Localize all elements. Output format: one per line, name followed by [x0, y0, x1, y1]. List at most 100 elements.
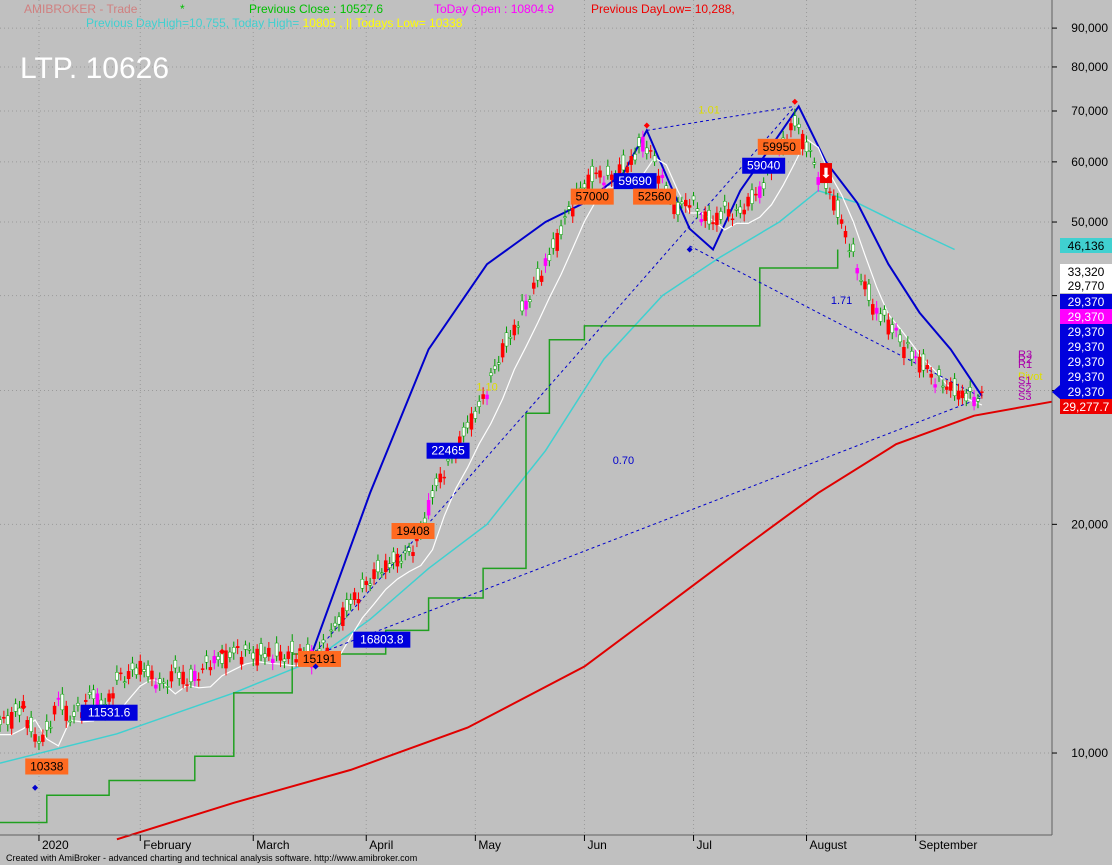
candle-body	[726, 209, 731, 217]
candle-body	[882, 309, 887, 316]
pivot-level-label: S2	[1018, 383, 1031, 395]
candle-body	[629, 156, 633, 165]
candle-body	[177, 672, 181, 679]
candle-body	[913, 356, 918, 358]
price-tag-box	[25, 758, 69, 775]
candle-body	[551, 238, 556, 249]
candle-body	[134, 667, 139, 675]
candle-body	[64, 705, 68, 721]
pivot-level-label: R2	[1018, 354, 1032, 366]
y-tick-label: 50,000	[1071, 215, 1108, 229]
candle-body	[9, 711, 14, 729]
candle-body	[543, 258, 548, 266]
candle-body	[204, 655, 209, 663]
price-tag-box	[353, 631, 411, 648]
candle-body	[37, 741, 41, 744]
axis-value-tag	[1060, 354, 1112, 369]
candle-body	[687, 205, 692, 208]
candle-body	[960, 390, 965, 399]
candle-body	[286, 651, 291, 659]
candle-body	[270, 658, 275, 664]
candle-body	[859, 280, 863, 282]
axis-value-tag	[1060, 278, 1112, 293]
candle-body	[154, 684, 158, 689]
candle-body	[181, 671, 185, 685]
candle-body	[41, 734, 45, 742]
candle-body	[535, 268, 540, 281]
candle-body	[804, 141, 809, 152]
pivot-diamond	[791, 98, 798, 105]
candle-body	[917, 356, 922, 373]
candle-body	[948, 382, 953, 391]
candle-body	[321, 639, 326, 644]
candle-body	[707, 210, 711, 225]
candle-body	[761, 182, 766, 190]
candle-body	[730, 218, 735, 221]
candle-body	[929, 373, 933, 378]
candle-body	[898, 334, 902, 343]
candle-body	[722, 200, 727, 207]
candle-body	[547, 254, 552, 261]
candle-body	[52, 705, 57, 715]
today-low-text: , || Todays Low= 10338	[336, 16, 463, 30]
ltp-display: LTP. 10626	[20, 52, 169, 85]
candle-body	[185, 684, 189, 686]
candle-body	[142, 669, 146, 672]
candle-body	[263, 653, 267, 659]
candle-body	[146, 665, 150, 677]
series-pattern_arc	[310, 104, 983, 655]
axis-value-tag	[1060, 384, 1112, 399]
candle-body	[169, 671, 174, 682]
candle-body	[921, 353, 926, 371]
candle-body	[734, 209, 739, 211]
axis-value-tag	[1060, 399, 1112, 414]
candle-body	[481, 394, 485, 399]
candle-body	[512, 324, 517, 336]
candle-body	[119, 672, 123, 675]
candle-body	[48, 726, 53, 729]
prev-day-high-text: Previous DayHigh=10,755, Today High=	[86, 16, 303, 30]
candle-body	[496, 362, 501, 365]
candle-body	[528, 299, 532, 302]
candle-body	[683, 199, 688, 207]
candle-body	[621, 154, 626, 171]
candle-body	[524, 300, 528, 310]
y-tick-label: 70,000	[1071, 104, 1108, 118]
candle-body	[111, 693, 115, 699]
pattern-ratio: 0.70	[613, 455, 634, 467]
candle-body	[196, 679, 201, 681]
candle-body	[469, 413, 474, 430]
axis-value-text: 29,370	[1068, 325, 1105, 339]
candle-body	[909, 350, 914, 360]
candle-body	[816, 177, 820, 185]
candle-body	[274, 642, 279, 657]
price-tag-box	[613, 173, 657, 190]
candle-body	[625, 166, 630, 173]
axis-value-text: 33,320	[1068, 265, 1105, 279]
pattern-ratio: 1.71	[831, 295, 852, 307]
month-label: August	[810, 838, 848, 852]
candle-body	[446, 459, 450, 462]
axis-value-text: 29,370	[1068, 355, 1105, 369]
candle-body	[2, 716, 6, 719]
candle-body	[294, 659, 298, 663]
pivot-level-label: S3	[1018, 391, 1031, 403]
candle-body	[251, 652, 256, 660]
month-label: May	[478, 838, 501, 852]
candle-body	[411, 552, 415, 556]
candles-layer	[0, 108, 984, 751]
previous-close-text: Previous Close : 10527.6	[249, 2, 383, 16]
candle-body	[504, 332, 509, 347]
month-label: Jun	[587, 838, 606, 852]
candle-body	[99, 699, 104, 706]
price-tag-box	[80, 704, 138, 721]
candle-body	[216, 656, 220, 660]
candle-body	[282, 658, 287, 662]
candle-body	[173, 660, 178, 669]
price-tag-text: 19408	[396, 524, 430, 538]
candle-body	[594, 172, 598, 175]
candle-body	[165, 686, 170, 688]
